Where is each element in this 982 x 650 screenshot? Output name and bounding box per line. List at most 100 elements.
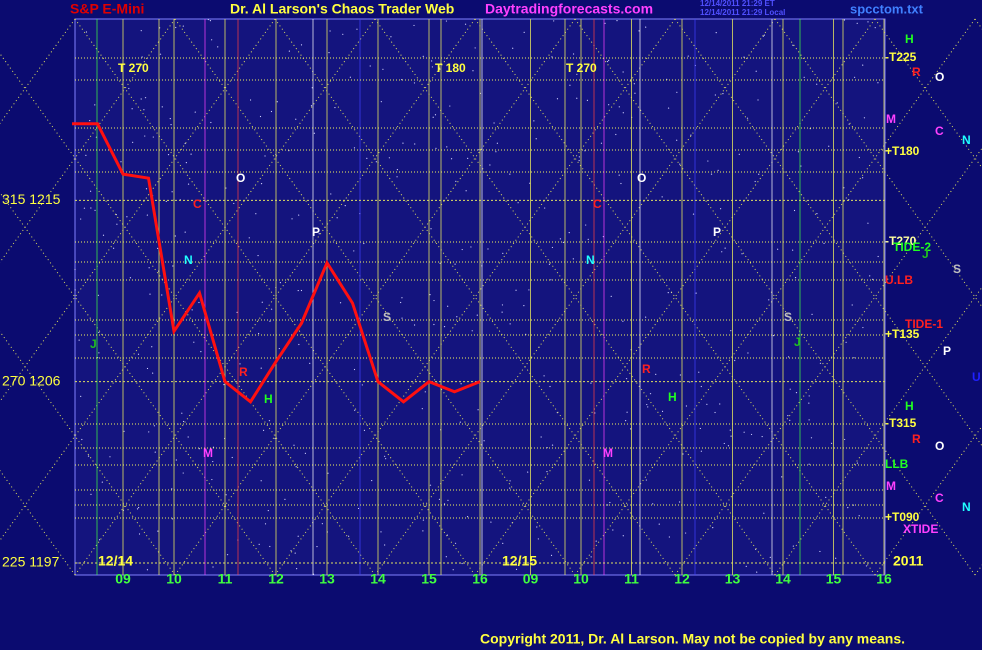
star-dot	[502, 542, 504, 544]
star-dot	[823, 242, 825, 244]
star-dot	[717, 169, 719, 172]
star-dot	[553, 20, 555, 22]
star-dot	[867, 222, 869, 224]
x-tick-label: 12	[268, 571, 284, 587]
star-dot	[422, 530, 424, 532]
star-dot	[543, 375, 545, 377]
star-dot	[512, 47, 514, 49]
annotation: M	[203, 446, 213, 460]
annotation: +T135	[885, 327, 920, 341]
star-dot	[761, 435, 763, 438]
star-dot	[309, 362, 311, 365]
star-dot	[74, 289, 76, 291]
star-dot	[431, 60, 433, 62]
star-dot	[828, 145, 830, 147]
star-dot	[743, 431, 745, 433]
star-dot	[260, 367, 262, 369]
star-dot	[858, 156, 860, 159]
star-dot	[380, 531, 382, 533]
star-dot	[184, 142, 186, 145]
star-dot	[707, 160, 709, 162]
star-dot	[712, 527, 714, 529]
annotation: M	[886, 479, 896, 493]
star-dot	[297, 289, 299, 292]
star-dot	[212, 460, 214, 463]
star-dot	[174, 235, 176, 237]
star-dot	[318, 233, 320, 235]
star-dot	[136, 508, 139, 510]
star-dot	[304, 452, 306, 454]
star-dot	[454, 542, 457, 544]
star-dot	[787, 356, 790, 358]
star-dot	[401, 297, 403, 299]
star-dot	[830, 442, 833, 444]
x-tick-label: 10	[166, 571, 182, 587]
star-dot	[668, 536, 670, 538]
star-dot	[844, 438, 846, 441]
star-dot	[819, 550, 821, 553]
star-dot	[348, 535, 350, 537]
star-dot	[401, 317, 403, 319]
star-dot	[466, 516, 469, 518]
star-dot	[412, 319, 414, 321]
star-dot	[877, 82, 879, 84]
star-dot	[722, 92, 724, 95]
star-dot	[550, 554, 553, 556]
star-dot	[371, 479, 373, 482]
star-dot	[382, 68, 384, 70]
annotation: T 180	[435, 61, 466, 75]
star-dot	[141, 56, 143, 58]
star-dot	[157, 530, 159, 532]
star-dot	[750, 433, 753, 436]
star-dot	[477, 409, 479, 411]
star-dot	[595, 540, 597, 542]
star-dot	[509, 173, 511, 175]
star-dot	[747, 352, 749, 354]
star-dot	[131, 108, 133, 110]
star-dot	[461, 248, 463, 251]
star-dot	[550, 279, 552, 281]
star-dot	[87, 455, 90, 457]
x-tick-label: 09	[115, 571, 131, 587]
star-dot	[363, 242, 365, 245]
star-dot	[169, 118, 171, 120]
star-dot	[145, 188, 148, 190]
star-dot	[278, 347, 280, 350]
star-dot	[159, 53, 162, 55]
x-tick-label: 14	[775, 571, 791, 587]
star-dot	[646, 403, 648, 406]
star-dot	[255, 213, 257, 215]
star-dot	[400, 301, 402, 304]
star-dot	[618, 106, 620, 108]
star-dot	[144, 135, 146, 137]
star-dot	[193, 341, 195, 343]
star-dot	[269, 545, 271, 548]
star-dot	[94, 104, 96, 106]
star-dot	[472, 70, 474, 72]
star-dot	[236, 311, 238, 313]
star-dot	[714, 411, 716, 414]
star-dot	[863, 117, 866, 119]
star-dot	[239, 363, 241, 365]
star-dot	[622, 71, 624, 73]
star-dot	[435, 147, 437, 149]
star-dot	[745, 565, 747, 567]
star-dot	[212, 446, 215, 448]
star-dot	[756, 571, 758, 573]
star-dot	[490, 521, 492, 523]
star-dot	[450, 158, 453, 160]
star-dot	[606, 504, 609, 506]
star-dot	[867, 21, 869, 23]
star-dot	[193, 201, 195, 203]
star-dot	[120, 161, 122, 163]
y-tick-label: 315 1215	[2, 191, 61, 207]
annotation: -T270	[885, 234, 917, 248]
x-tick-label: 13	[319, 571, 335, 587]
star-dot	[590, 556, 592, 558]
star-dot	[226, 554, 229, 556]
star-dot	[667, 107, 670, 109]
star-dot	[298, 214, 300, 216]
annotation: H	[668, 390, 677, 404]
star-dot	[578, 156, 580, 158]
star-dot	[151, 346, 153, 348]
